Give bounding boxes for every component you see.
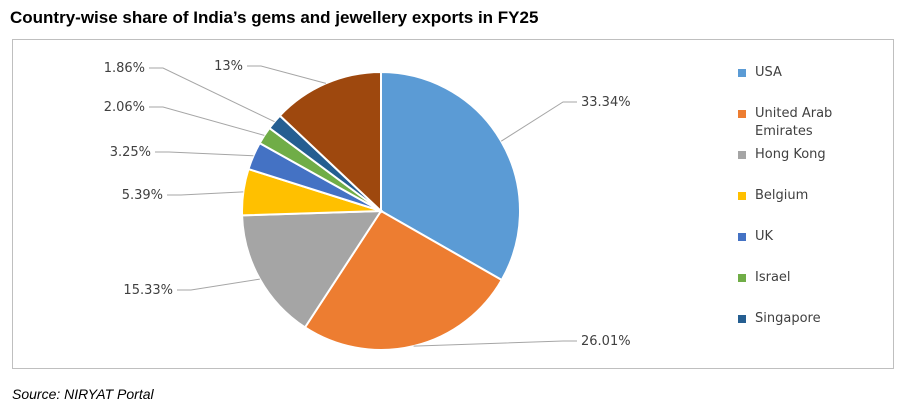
legend-label: United Arab Emirates <box>755 106 833 139</box>
legend-label: Singapore <box>755 311 821 326</box>
legend-swatch <box>738 274 746 282</box>
leader-line <box>247 65 327 84</box>
legend-item: United Arab Emirates <box>738 105 888 141</box>
leader-line <box>413 340 577 347</box>
legend-label: USA <box>755 65 782 80</box>
pie-chart: 33.34% 26.01% 15.33% 5.39% 3.25% 2.06% 1.86% 13… <box>104 59 631 351</box>
data-label: 33.34% <box>581 95 631 110</box>
pie-slice <box>278 70 382 214</box>
legend-swatch <box>738 110 746 118</box>
data-label: 2.06% <box>104 100 145 115</box>
legend-label: UK <box>755 229 774 244</box>
legend-item: USA <box>738 64 888 82</box>
legend-swatch <box>738 192 746 200</box>
data-label: 15.33% <box>123 283 173 298</box>
leader-line <box>149 67 275 123</box>
legend-swatch <box>738 233 746 241</box>
legend-label: Hong Kong <box>755 147 826 162</box>
legend-item: UK <box>738 228 888 246</box>
legend-label: Belgium <box>755 188 809 203</box>
legend-item: Hong Kong <box>738 146 888 164</box>
pie-slice <box>241 209 383 329</box>
leader-line <box>167 191 244 196</box>
legend-item: Singapore <box>738 310 888 328</box>
legend-label: Israel <box>755 270 791 285</box>
legend-swatch <box>738 69 746 77</box>
data-label: 1.86% <box>104 61 145 76</box>
data-label: 26.01% <box>581 334 631 349</box>
data-label: 13% <box>214 59 243 74</box>
data-label: 5.39% <box>122 188 163 203</box>
leader-line <box>177 278 260 291</box>
leader-line <box>149 106 265 136</box>
legend-item: Israel <box>738 269 888 287</box>
pie-slice <box>303 209 504 351</box>
chart-title: Country-wise share of India’s gems and j… <box>10 8 539 27</box>
source-note: Source: NIRYAT Portal <box>12 386 154 402</box>
leader-line <box>155 151 254 157</box>
legend-swatch <box>738 315 746 323</box>
data-label: 3.25% <box>110 145 151 160</box>
leader-line <box>500 101 577 142</box>
chart-frame: 33.34% 26.01% 15.33% 5.39% 3.25% 2.06% 1.86% 13… <box>12 39 894 369</box>
legend-item: Belgium <box>738 187 888 205</box>
legend-swatch <box>738 151 746 159</box>
